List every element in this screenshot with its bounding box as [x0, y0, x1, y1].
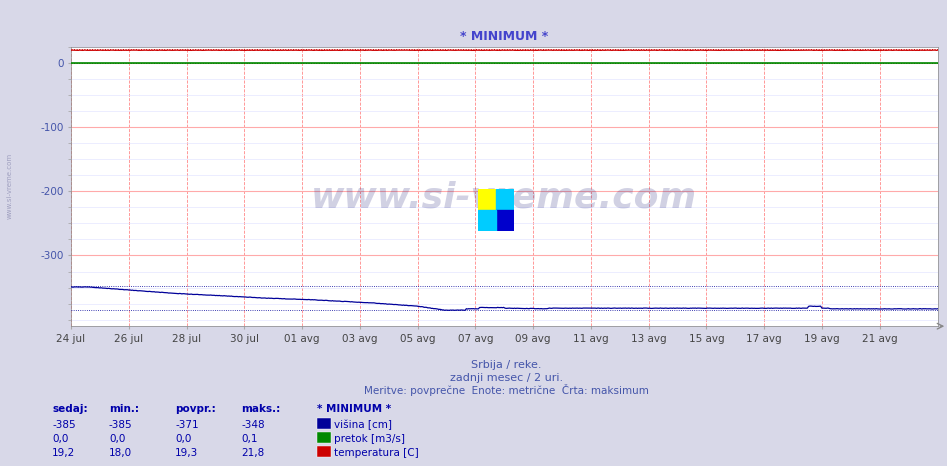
Bar — [478, 189, 496, 210]
Text: 18,0: 18,0 — [109, 448, 132, 458]
Text: -371: -371 — [175, 420, 199, 430]
Text: 21,8: 21,8 — [241, 448, 265, 458]
Bar — [496, 210, 514, 231]
Text: 19,2: 19,2 — [52, 448, 76, 458]
Text: temperatura [C]: temperatura [C] — [334, 448, 419, 458]
Text: višina [cm]: višina [cm] — [334, 419, 392, 430]
Text: www.si-vreme.com: www.si-vreme.com — [7, 153, 12, 219]
Text: -385: -385 — [109, 420, 133, 430]
Text: www.si-vreme.com: www.si-vreme.com — [312, 181, 697, 214]
Text: 0,0: 0,0 — [52, 434, 68, 444]
Text: maks.:: maks.: — [241, 404, 280, 414]
Title: * MINIMUM *: * MINIMUM * — [460, 30, 548, 43]
Text: zadnji mesec / 2 uri.: zadnji mesec / 2 uri. — [450, 373, 563, 383]
Text: -348: -348 — [241, 420, 265, 430]
Text: 0,1: 0,1 — [241, 434, 258, 444]
Text: -385: -385 — [52, 420, 76, 430]
Text: 0,0: 0,0 — [109, 434, 125, 444]
Text: pretok [m3/s]: pretok [m3/s] — [334, 434, 405, 444]
Text: 19,3: 19,3 — [175, 448, 199, 458]
Text: * MINIMUM *: * MINIMUM * — [317, 404, 391, 414]
Text: sedaj:: sedaj: — [52, 404, 88, 414]
Text: Meritve: povprečne  Enote: metrične  Črta: maksimum: Meritve: povprečne Enote: metrične Črta:… — [365, 384, 649, 396]
Bar — [496, 189, 514, 210]
Text: min.:: min.: — [109, 404, 139, 414]
Text: 0,0: 0,0 — [175, 434, 191, 444]
Text: povpr.:: povpr.: — [175, 404, 216, 414]
Bar — [478, 210, 496, 231]
Text: Srbija / reke.: Srbija / reke. — [472, 360, 542, 370]
